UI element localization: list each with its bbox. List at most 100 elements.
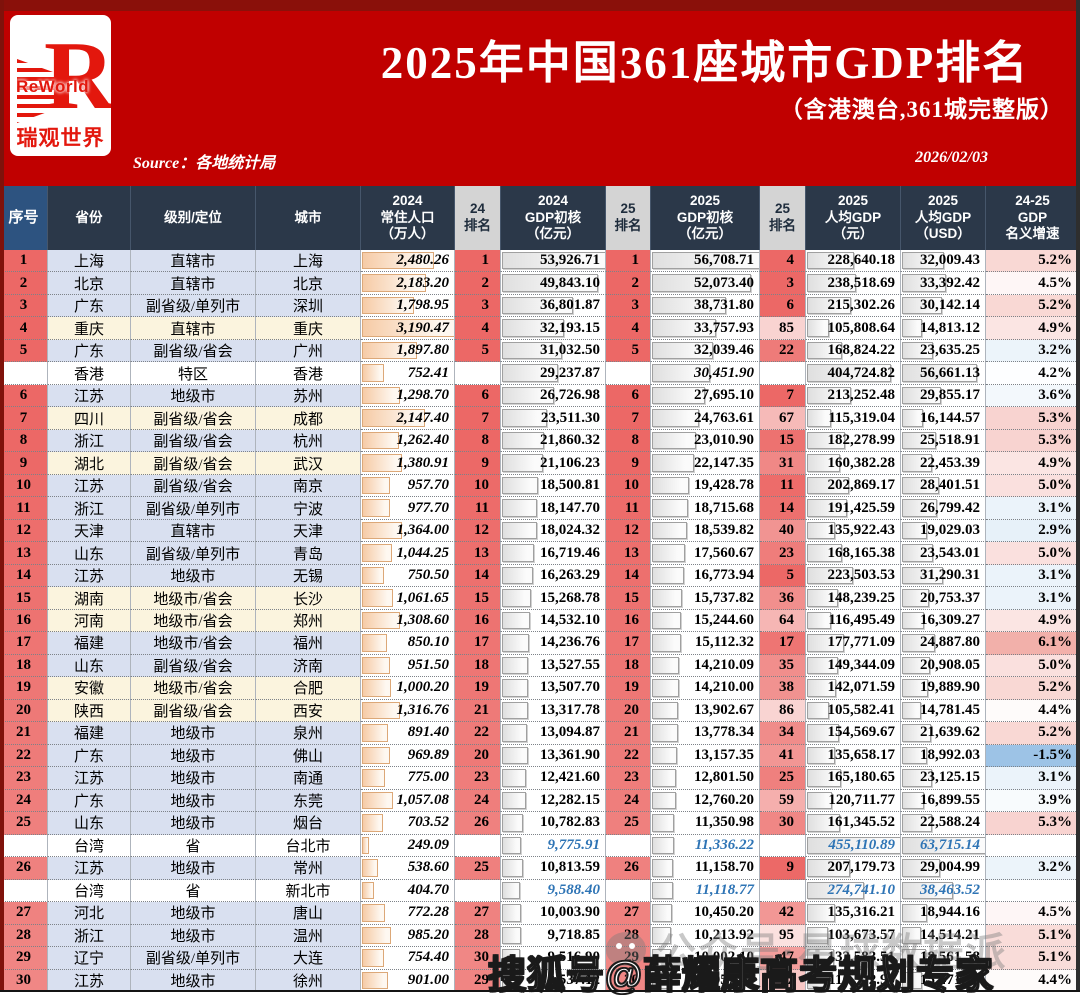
cell-value: 238,518.69 — [827, 274, 896, 291]
cell-value: 31,290.31 — [920, 567, 980, 584]
cell-seq: 14 — [0, 564, 48, 588]
cell-city: 新北市 — [256, 879, 361, 903]
data-bar — [807, 656, 838, 675]
cell-rank-25: 25 — [606, 812, 651, 835]
cell-value: 地级市/省会 — [153, 591, 233, 608]
cell-value: 17 — [779, 634, 794, 651]
data-bar — [502, 679, 529, 697]
cell-value: 3 — [786, 274, 795, 291]
cell-value: 江苏 — [73, 973, 104, 990]
cell-seq: 19 — [0, 677, 48, 700]
cell-growth-24-25: 3.2% — [986, 339, 1080, 363]
data-bar — [362, 814, 383, 832]
cell-value: 重庆 — [292, 321, 323, 338]
cell-rank-25: 10 — [606, 474, 651, 498]
cell-percapita-cny: 274,741.10 — [806, 879, 901, 903]
cell-value: 3.2% — [1038, 859, 1072, 876]
cell-value: 地级市 — [170, 928, 216, 945]
cell-population-2024: 985.20 — [361, 924, 455, 948]
cell-value: 6 — [19, 387, 28, 404]
data-bar — [362, 454, 403, 472]
cell-rank-24: 2 — [455, 272, 501, 295]
data-bar — [902, 611, 924, 630]
data-bar — [652, 611, 682, 630]
cell-level: 副省级/省会 — [131, 429, 256, 453]
cell-growth-24-25: 3.1% — [986, 767, 1080, 790]
cell-gdp-2024: 18,024.32 — [501, 519, 606, 543]
cell-value: 13,507.70 — [540, 679, 600, 696]
cell-value: 9 — [631, 454, 640, 471]
cell-percapita-usd: 30,142.14 — [901, 294, 986, 318]
cell-rank-24: 22 — [455, 722, 501, 745]
cell-city: 福州 — [256, 632, 361, 655]
cell-value: 泉州 — [292, 726, 323, 743]
cell-value: 223,503.53 — [827, 567, 896, 584]
cell-rank-percapita: 59 — [760, 789, 806, 813]
cell-province: 重庆 — [48, 317, 131, 340]
cell-percapita-cny: 161,345.52 — [806, 812, 901, 835]
cell-value: 直辖市 — [170, 321, 216, 338]
cell-percapita-usd: 24,887.80 — [901, 632, 986, 655]
cell-growth-24-25: 3.6% — [986, 384, 1080, 408]
data-bar — [502, 724, 528, 742]
data-bar — [807, 724, 839, 742]
cell-value: 404.70 — [407, 881, 449, 898]
cell-level: 省 — [131, 879, 256, 903]
data-bar — [807, 274, 857, 292]
cell-city: 北京 — [256, 272, 361, 295]
table-row: 16 河南 地级市/省会 郑州 1,308.60 16 14,532.10 16 15,244.… — [0, 609, 1080, 633]
data-bar — [502, 769, 526, 787]
data-bar — [902, 926, 922, 945]
cell-seq: 8 — [0, 429, 48, 453]
cell-city: 杭州 — [256, 429, 361, 453]
cell-gdp-2024: 23,511.30 — [501, 407, 606, 430]
data-bar — [807, 476, 849, 495]
cell-gdp-2024: 10,782.83 — [501, 812, 606, 835]
cell-gdp-2024: 18,500.81 — [501, 474, 606, 498]
cell-value: 18,715.68 — [694, 499, 754, 516]
cell-city: 武汉 — [256, 452, 361, 475]
cell-value: 20 — [624, 701, 639, 718]
data-bar — [807, 431, 845, 450]
cell-percapita-usd: 15,471.73 — [901, 969, 986, 992]
cell-gdp-2025: 13,778.34 — [651, 722, 760, 745]
cell-rank-25: 17 — [606, 632, 651, 655]
cell-growth-24-25: 4.5% — [986, 272, 1080, 295]
cell-gdp-2025: 10,002.10 — [651, 947, 760, 970]
cell-population-2024: 772.28 — [361, 902, 455, 925]
cell-percapita-cny: 455,110.89 — [806, 834, 901, 858]
cell-value: 9,588.40 — [547, 881, 601, 898]
cell-gdp-2025: 30,451.90 — [651, 362, 760, 385]
cell-population-2024: 404.70 — [361, 879, 455, 903]
data-bar — [502, 319, 565, 337]
data-bar — [807, 544, 842, 562]
data-bar — [652, 859, 674, 877]
data-bar — [652, 566, 684, 585]
cell-rank-24: 17 — [455, 632, 501, 655]
cell-value: 山东 — [73, 816, 104, 833]
cell-growth-24-25: 3.1% — [986, 587, 1080, 610]
table-row: 6 江苏 地级市 苏州 1,298.70 6 26,726.98 6 27,695.10 7 213… — [0, 384, 1080, 408]
cell-value: 21,106.23 — [540, 454, 600, 471]
header-city: 城市 — [256, 186, 361, 250]
cell-value: 16,263.29 — [540, 567, 600, 584]
cell-level: 副省级/省会 — [131, 474, 256, 498]
cell-value: 台湾 — [73, 838, 104, 855]
cell-rank-25: 15 — [606, 587, 651, 610]
cell-value: 副省级/省会 — [153, 456, 233, 473]
cell-rank-25: 11 — [606, 497, 651, 520]
cell-value: 20 — [16, 701, 31, 718]
cell-percapita-cny: 191,425.59 — [806, 497, 901, 520]
cell-rank-24: 10 — [455, 474, 501, 498]
cell-population-2024: 1,044.25 — [361, 542, 455, 565]
cell-percapita-usd: 16,899.55 — [901, 789, 986, 813]
cell-percapita-usd: 28,401.51 — [901, 474, 986, 498]
cell-value: 省 — [185, 883, 201, 900]
cell-city: 济南 — [256, 654, 361, 678]
cell-value: 28,401.51 — [920, 477, 980, 494]
cell-value: 30,451.90 — [694, 364, 754, 381]
cell-percapita-cny: 228,640.18 — [806, 250, 901, 273]
cell-level: 地级市/省会 — [131, 609, 256, 633]
cell-seq: 21 — [0, 722, 48, 745]
table-body: 1 上海 直辖市 上海 2,480.26 1 53,926.71 1 56,708.71 4 228… — [0, 250, 1080, 992]
